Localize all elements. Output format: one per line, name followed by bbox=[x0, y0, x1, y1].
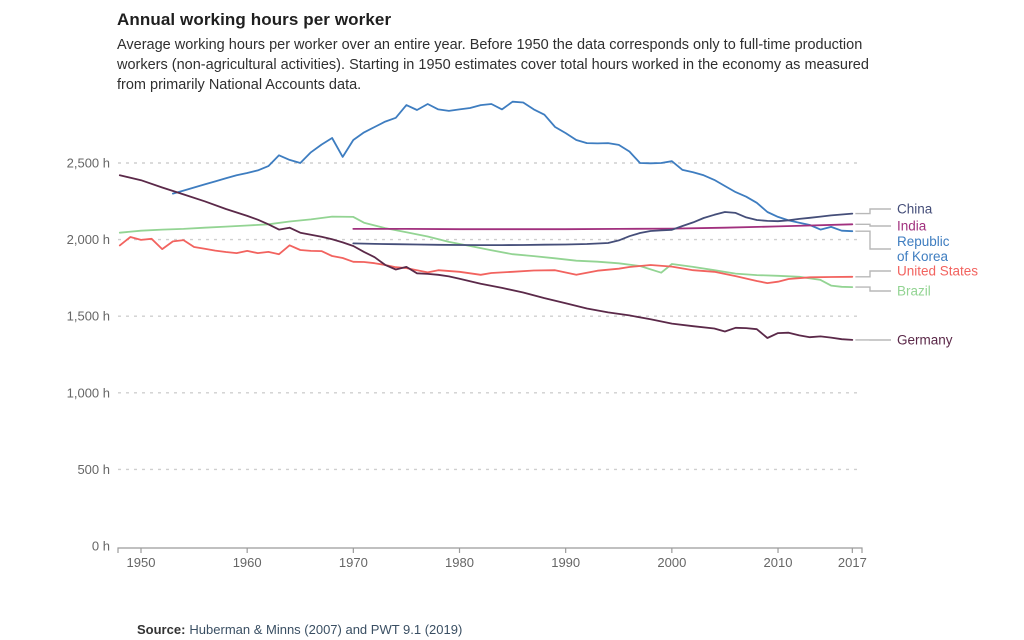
x-tick-label-2010: 2010 bbox=[764, 555, 793, 570]
series-line-republic-of-korea[interactable] bbox=[172, 100, 854, 233]
series-line-india[interactable] bbox=[352, 223, 854, 231]
y-tick-label-2500: 2,500 h bbox=[67, 156, 110, 171]
x-tick-label-2017: 2017 bbox=[838, 555, 867, 570]
source-line: Source: Huberman & Minns (2007) and PWT 9… bbox=[137, 622, 462, 637]
y-tick-label-0: 0 h bbox=[92, 539, 110, 554]
source-text[interactable]: Huberman & Minns (2007) and PWT 9.1 (201… bbox=[189, 622, 463, 637]
y-tick-label-1000: 1,000 h bbox=[67, 385, 110, 400]
x-axis bbox=[117, 547, 863, 553]
legend-connector-republic-of-korea bbox=[855, 230, 891, 250]
y-tick-label-1500: 1,500 h bbox=[67, 309, 110, 324]
legend-label-brazil[interactable]: Brazil bbox=[897, 284, 931, 299]
series-line-germany[interactable] bbox=[118, 174, 854, 341]
x-tick-label-1960: 1960 bbox=[233, 555, 262, 570]
legend-connector-united-states bbox=[855, 270, 891, 278]
y-tick-label-2000: 2,000 h bbox=[67, 232, 110, 247]
legend-label-china[interactable]: China bbox=[897, 202, 933, 217]
legend-label-republic-of-korea[interactable]: Republic bbox=[897, 234, 950, 249]
series-line-united-states[interactable] bbox=[118, 236, 854, 284]
x-tick-label-1950: 1950 bbox=[127, 555, 156, 570]
chart-title: Annual working hours per worker bbox=[117, 10, 392, 29]
series-line-china[interactable] bbox=[352, 211, 854, 246]
legend-connector-brazil bbox=[855, 286, 891, 292]
y-tick-label-500: 500 h bbox=[77, 462, 110, 477]
x-tick-label-1990: 1990 bbox=[551, 555, 580, 570]
x-tick-label-2000: 2000 bbox=[657, 555, 686, 570]
legend-connector-india bbox=[855, 223, 891, 227]
chart-subtitle: Average working hours per worker over an… bbox=[117, 37, 869, 93]
chart-header: Annual working hours per worker Average … bbox=[117, 10, 917, 95]
x-tick-label-1970: 1970 bbox=[339, 555, 368, 570]
legend-label-india[interactable]: India bbox=[897, 219, 927, 234]
x-tick-label-1980: 1980 bbox=[445, 555, 474, 570]
legend-label-united-states[interactable]: United States bbox=[897, 264, 978, 279]
legend-label-republic-of-korea[interactable]: of Korea bbox=[897, 249, 949, 264]
source-label: Source: bbox=[137, 622, 186, 637]
legend-connector-china bbox=[855, 208, 891, 215]
series-line-brazil[interactable] bbox=[118, 215, 854, 288]
legend-label-germany[interactable]: Germany bbox=[897, 333, 953, 348]
